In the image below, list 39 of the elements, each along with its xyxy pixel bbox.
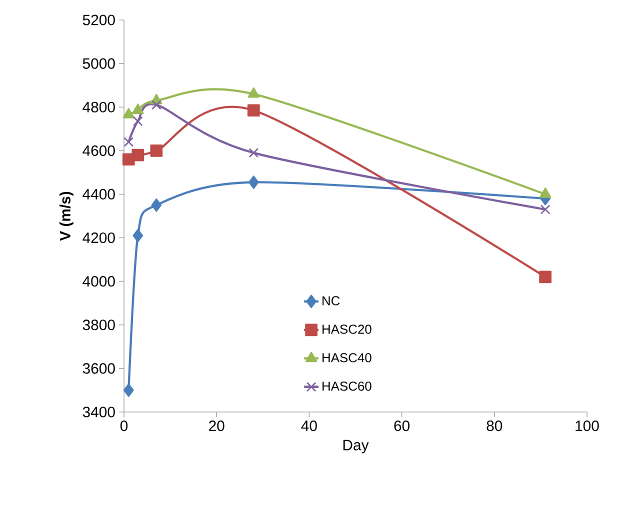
point (151, 100, 162, 110)
point (132, 116, 143, 126)
x-tick-label: 100 (576, 420, 599, 432)
point (539, 270, 552, 284)
y-tick-label: 4800 (82, 102, 115, 112)
point (248, 87, 260, 98)
x-tick-label: 80 (486, 420, 502, 432)
point (122, 108, 135, 118)
point (540, 204, 550, 214)
y-tick-label: 3600 (82, 363, 115, 374)
y-axis-title: V (m/s) (59, 192, 74, 241)
legend-label: HASC60 (322, 382, 372, 391)
x-tick-label: 40 (301, 420, 317, 432)
y-tick-label: 4200 (82, 232, 115, 244)
x-tick-label: 20 (209, 420, 224, 432)
legend-label: HASC20 (322, 324, 372, 334)
point (132, 104, 144, 114)
x-axis-title: Day (343, 440, 369, 454)
x-tick-label: 0 (120, 420, 128, 432)
point (132, 148, 144, 162)
y-tick-label: 4600 (82, 145, 115, 156)
y-tick-label: 4400 (82, 188, 115, 200)
y-tick-label: 5000 (82, 58, 115, 69)
legend-label: NC (322, 296, 340, 306)
y-tick-label: 5200 (82, 14, 115, 26)
y-tick-label: 3400 (82, 406, 115, 418)
point (248, 148, 259, 158)
point (248, 176, 259, 189)
point (124, 137, 134, 147)
point (151, 198, 162, 212)
y-tick-label: 3800 (82, 320, 115, 330)
point (539, 188, 552, 198)
point (247, 104, 260, 117)
point (123, 384, 134, 397)
y-tick-label: 4000 (82, 276, 115, 287)
point (150, 144, 163, 157)
legend-label: HASC40 (322, 353, 372, 362)
point (132, 228, 144, 242)
x-tick-label: 60 (394, 420, 410, 432)
